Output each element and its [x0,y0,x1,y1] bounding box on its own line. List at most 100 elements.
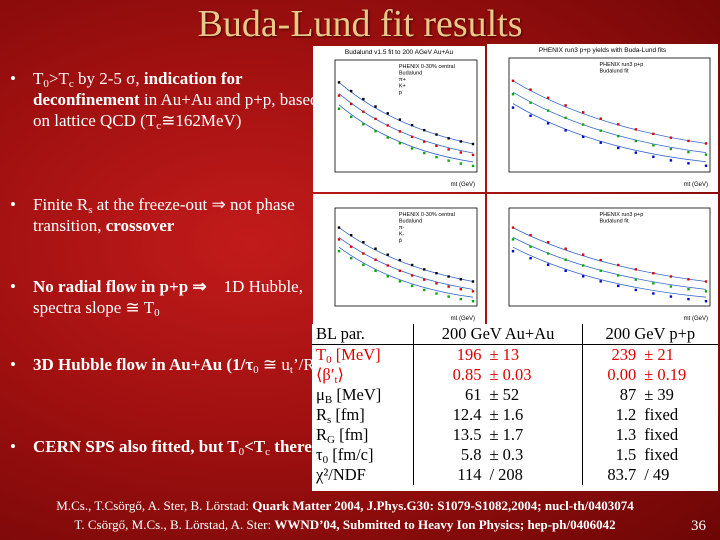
row-label: μB [MeV] [312,385,414,406]
row-label: RG [fm] [312,425,414,446]
x-axis-label: mt (GeV) [684,182,708,188]
marker [447,285,450,288]
x-axis-label: mt (GeV) [684,316,708,322]
footer: M.Cs., T.Csörgő, A. Ster, B. Lörstad: Qu… [0,496,690,534]
text: ⟩ [337,365,344,384]
marker [398,280,402,283]
table-cell: fixed [644,445,679,464]
marker [617,284,620,288]
marker [459,151,463,154]
marker [687,162,690,165]
marker [669,295,673,298]
table-cell: 1.3 [581,425,641,445]
bullet: •3D Hubble flow in Au+Au (1/τ0 ≅ ut’/Rs) [10,354,328,376]
table-row: τ0 [fm/c] 5.8 ± 0.3 1.5 fixed [312,445,718,466]
marker [599,258,602,262]
marker [652,272,655,275]
marker [599,117,602,120]
legend-entry: Budalund [399,219,422,225]
table-cell: 1.2 [581,405,641,425]
marker [511,250,515,253]
marker [423,268,426,271]
page-number: 36 [691,518,706,534]
marker [511,93,515,96]
marker [704,153,708,156]
row-label: Rs [fm] [312,405,414,426]
marker [471,164,475,168]
marker [435,282,438,285]
marker [410,263,414,267]
text: R [316,405,328,424]
marker [435,155,438,159]
row-label: ⟨β′t⟩ [312,365,414,386]
marker [374,269,377,272]
marker [634,268,638,271]
results-table: BL par. 200 GeV Au+Au 200 GeV p+p T0 [MeV] 1… [312,324,718,491]
text: s [88,204,93,216]
text: Quark Matter 2004, J.Phys.G30: S1079-S10… [252,498,634,513]
marker [529,101,532,104]
marker [423,288,426,292]
marker [349,257,353,260]
marker [459,287,463,291]
text: indication for deconfinement [33,69,243,109]
table-cell: 83.7 [581,465,641,485]
marker [581,111,585,114]
marker [617,263,620,267]
marker [581,135,585,139]
table-cell: ± 52 [489,385,520,404]
text: WWND’04, Submitted to Heavy Ion Physics;… [274,517,616,532]
text: 0 [43,78,49,90]
marker [410,284,414,288]
marker [652,292,655,295]
marker [447,159,450,162]
text: 0 [322,454,329,466]
footer-line: T. Csörgő, M.Cs., B. Lörstad, A. Ster: W… [0,515,690,534]
text: t [289,364,293,376]
marker [337,226,341,229]
marker [511,226,515,229]
marker [704,142,708,145]
plot-title: Budalund v1.5 fit to 200 AGeV Au+Au [345,49,454,56]
text: t [334,374,338,386]
marker [435,292,438,295]
slide-title: Buda-Lund fit results [197,3,523,45]
text: [fm/c] [328,445,374,464]
marker [471,153,475,157]
marker [459,140,463,143]
fit-curve [512,227,707,282]
plot-panel [487,44,718,192]
marker [459,162,463,165]
bullet: • T0>Tc by 2-5 σ, indication for deconfin… [10,69,319,132]
marker [374,105,377,108]
plot-panel [487,194,718,326]
text: B [324,394,333,406]
legend-entry: K+ [399,84,406,90]
text: >T [48,69,69,88]
marker [634,128,638,131]
marker [374,258,377,261]
fit-curve [512,237,707,290]
marker [435,272,438,275]
text: ⟨β′ [316,365,335,384]
fit-curve [512,246,707,298]
marker [471,142,475,146]
header-cell: 200 GeV Au+Au [413,324,583,345]
table-cell: 61 [413,385,486,405]
text: χ²/NDF [316,465,366,484]
marker [410,147,414,150]
table-cell: 87 [581,385,641,405]
text: ≅ u [258,355,290,374]
marker [511,106,515,109]
marker [652,155,655,159]
marker [362,241,365,244]
table-cell: 196 [413,344,486,365]
row-label: χ²/NDF [312,465,414,485]
plot-frame [334,207,478,307]
legend-entry: PHENIX run3 p+p [599,62,643,68]
marker [410,274,414,277]
marker [564,258,567,261]
marker [564,247,567,250]
marker [374,247,377,250]
